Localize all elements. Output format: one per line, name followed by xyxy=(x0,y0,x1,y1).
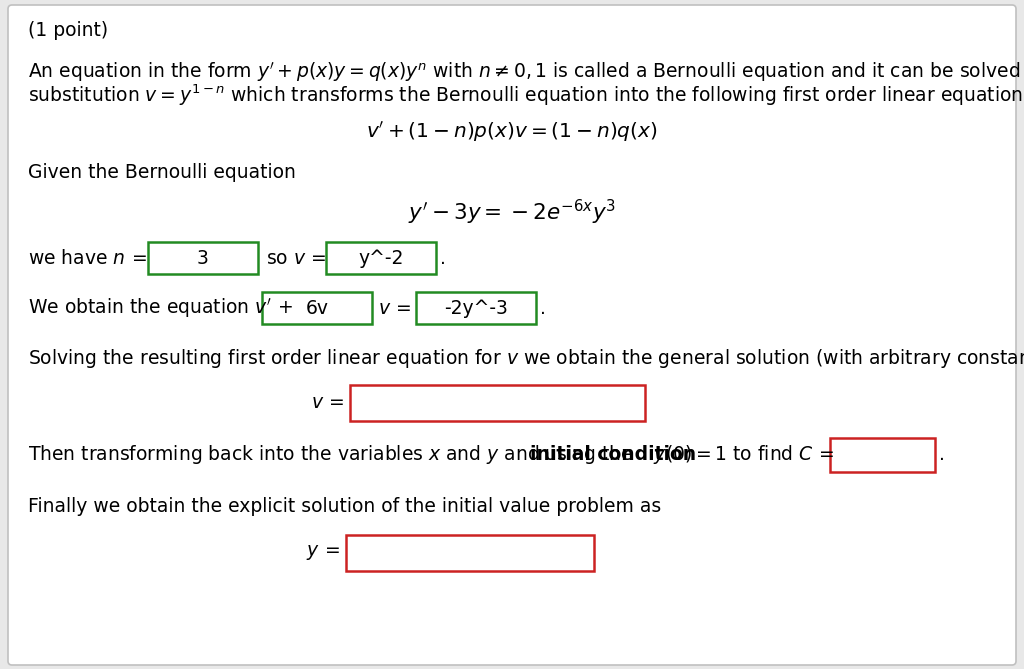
Text: substitution $v = y^{1-n}$ which transforms the Bernoulli equation into the foll: substitution $v = y^{1-n}$ which transfo… xyxy=(28,82,1024,108)
Text: Finally we obtain the explicit solution of the initial value problem as: Finally we obtain the explicit solution … xyxy=(28,498,662,516)
Text: 3: 3 xyxy=(197,248,209,268)
FancyBboxPatch shape xyxy=(8,5,1016,665)
Text: 6v: 6v xyxy=(305,298,329,318)
Text: We obtain the equation $v'\,+$: We obtain the equation $v'\,+$ xyxy=(28,296,293,320)
FancyBboxPatch shape xyxy=(326,242,436,274)
Text: y^-2: y^-2 xyxy=(358,248,403,268)
Text: $v' + (1 - n)p(x)v = (1 - n)q(x)$: $v' + (1 - n)p(x)v = (1 - n)q(x)$ xyxy=(367,120,657,144)
FancyBboxPatch shape xyxy=(262,292,372,324)
Text: Solving the resulting first order linear equation for $v$ we obtain the general : Solving the resulting first order linear… xyxy=(28,347,1024,369)
Text: $y' - 3y = -2e^{-6x}y^3$: $y' - 3y = -2e^{-6x}y^3$ xyxy=(408,197,616,227)
FancyBboxPatch shape xyxy=(416,292,536,324)
FancyBboxPatch shape xyxy=(148,242,258,274)
Text: An equation in the form $y' + p(x)y = q(x)y^n$ with $n \neq 0, 1$ is called a Be: An equation in the form $y' + p(x)y = q(… xyxy=(28,60,1024,84)
FancyBboxPatch shape xyxy=(830,438,935,472)
Text: initial condition: initial condition xyxy=(530,446,696,464)
Text: so $v\,=$: so $v\,=$ xyxy=(266,248,327,268)
Text: Then transforming back into the variables $x$ and $y$ and using the: Then transforming back into the variable… xyxy=(28,444,635,466)
FancyBboxPatch shape xyxy=(350,385,645,421)
Text: .: . xyxy=(540,298,546,318)
Text: $y(0) = 1$ to find $C\,=$: $y(0) = 1$ to find $C\,=$ xyxy=(648,444,835,466)
Text: Given the Bernoulli equation: Given the Bernoulli equation xyxy=(28,163,296,181)
Text: we have $n\,=$: we have $n\,=$ xyxy=(28,248,147,268)
Text: $v\,=$: $v\,=$ xyxy=(378,298,412,318)
Text: $y\,=$: $y\,=$ xyxy=(306,543,340,563)
Text: -2y^-3: -2y^-3 xyxy=(444,298,508,318)
Text: (1 point): (1 point) xyxy=(28,21,109,39)
Text: .: . xyxy=(939,446,945,464)
FancyBboxPatch shape xyxy=(346,535,594,571)
Text: $v\,=$: $v\,=$ xyxy=(311,393,345,413)
Text: .: . xyxy=(440,248,445,268)
